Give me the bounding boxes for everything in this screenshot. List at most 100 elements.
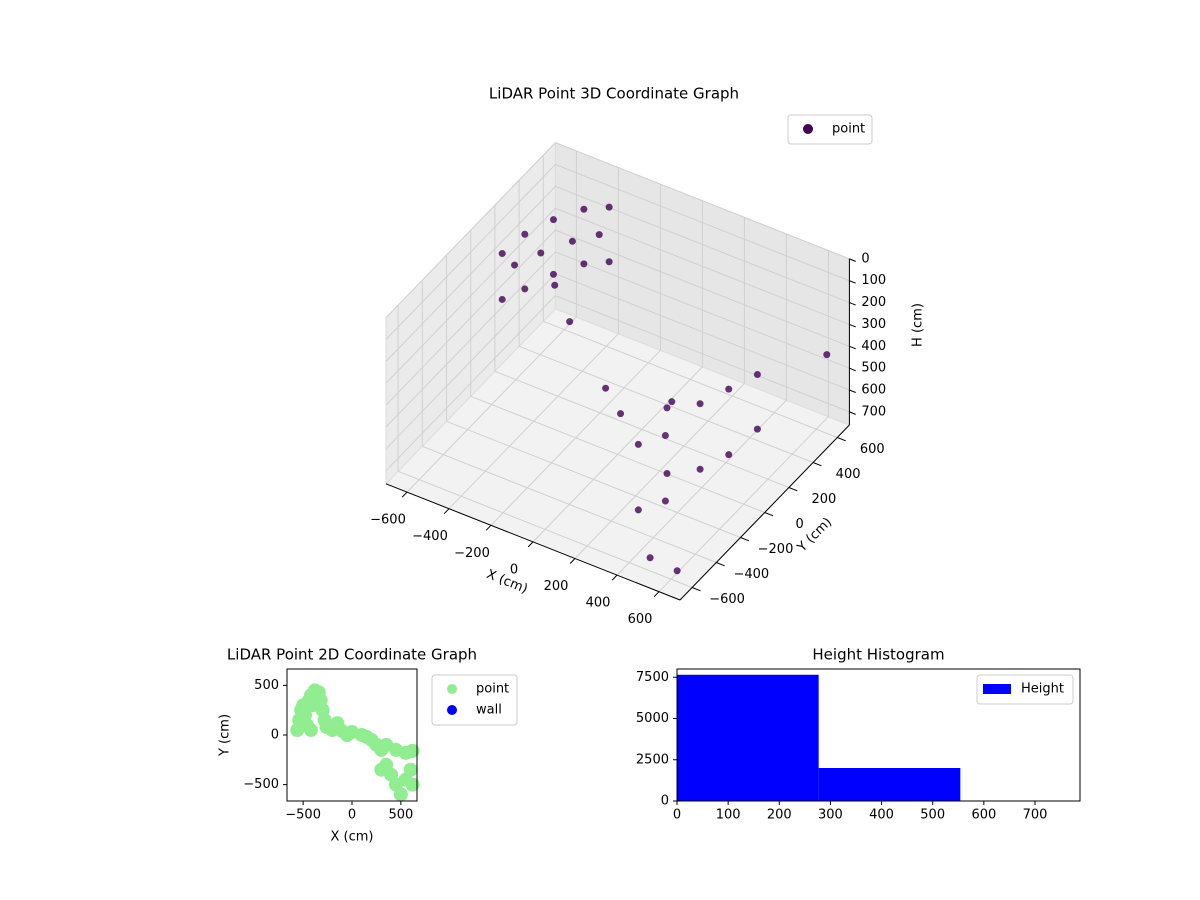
point [661, 431, 669, 439]
point [580, 205, 588, 213]
point [521, 285, 529, 293]
legend-label: point [832, 122, 865, 137]
x-tick-label: 400 [869, 808, 894, 823]
x-tick-label: 0 [673, 808, 681, 823]
x-tick-label: 300 [818, 808, 843, 823]
point [305, 698, 320, 713]
legend-box [976, 674, 1074, 705]
grid-line [385, 229, 556, 406]
z-tick-label: 500 [861, 361, 886, 376]
x-tick-mark [443, 508, 450, 515]
z-tick-label: 400 [861, 339, 886, 354]
y-tick-label: 0 [796, 517, 804, 532]
y-tick-mark [837, 437, 846, 442]
y-tick-label: −200 [758, 542, 794, 557]
point [663, 404, 671, 412]
point [403, 762, 418, 777]
y-tick-mark [691, 587, 701, 592]
grid-line [470, 395, 765, 513]
z-tick-mark [849, 323, 856, 328]
x-axis-line [385, 483, 681, 601]
grid-line [555, 295, 850, 413]
grid-line [555, 185, 850, 304]
x-tick-mark [611, 574, 618, 581]
point [498, 295, 506, 303]
point [498, 250, 506, 258]
point [668, 398, 676, 406]
grid-line [555, 273, 850, 391]
legend-label: wall [476, 703, 502, 718]
legend-marker [803, 124, 813, 134]
x-tick-mark [485, 524, 492, 531]
point [595, 231, 603, 239]
point [753, 370, 761, 378]
y-tick-label: 0 [661, 794, 669, 809]
grid-line [385, 207, 556, 384]
chart-title: LiDAR Point 2D Coordinate Graph [227, 646, 477, 664]
grid-line [397, 470, 693, 588]
z-tick-mark [849, 280, 856, 284]
legend-swatch [983, 684, 1011, 694]
point [634, 506, 642, 514]
point [405, 743, 420, 758]
point [661, 497, 669, 505]
point [330, 716, 345, 731]
x-tick-label: 600 [971, 808, 996, 823]
grid-line [385, 142, 556, 319]
grid-line [446, 420, 741, 538]
y-tick-mark [788, 487, 798, 492]
point [303, 723, 318, 738]
y-axis-label: Y (cm) [218, 714, 233, 757]
point [605, 258, 613, 266]
z-tick-mark [849, 345, 856, 350]
plot-frame [676, 668, 1081, 802]
z-tick-mark [849, 389, 856, 393]
point [663, 469, 671, 477]
x-tick-mark [527, 541, 534, 548]
y-axis-line [679, 424, 850, 601]
y-tick-mark [716, 562, 725, 567]
grid-line [385, 164, 556, 340]
y-tick-label: 200 [811, 492, 836, 507]
grid-line [555, 164, 850, 282]
point [340, 728, 355, 742]
point [753, 425, 761, 433]
x-tick-label: 200 [767, 808, 792, 823]
grid-line [543, 320, 838, 438]
x-tick-label: 0 [348, 808, 356, 823]
grid-line [555, 142, 850, 260]
z-tick-label: 700 [861, 404, 886, 419]
y-tick-mark [764, 512, 774, 517]
x-tick-label: −200 [454, 546, 490, 561]
legend-label: point [476, 682, 509, 697]
point [823, 351, 831, 359]
z-tick-label: 600 [861, 383, 886, 398]
histogram-bar [818, 768, 961, 801]
x-tick-label: 100 [716, 808, 741, 823]
x-tick-mark [401, 491, 408, 498]
z-tick-mark [849, 258, 856, 262]
x-tick-label: 500 [388, 808, 413, 823]
grid-line [385, 295, 556, 472]
y-tick-label: 600 [860, 442, 885, 457]
grid-line [555, 229, 850, 347]
grid-line [518, 345, 814, 463]
point [537, 249, 545, 257]
point [568, 237, 576, 245]
x-tick-label: 500 [920, 808, 945, 823]
y-tick-label: 400 [836, 467, 861, 482]
y-tick-label: −600 [709, 592, 745, 607]
y-tick-label: −400 [733, 567, 769, 582]
x-axis-label: X (cm) [331, 830, 374, 845]
x-tick-mark [569, 558, 576, 564]
x-tick-label: 600 [628, 612, 653, 627]
x-tick-label: 400 [586, 596, 611, 611]
y-tick-label: 5000 [636, 711, 669, 726]
x-tick-label: −600 [370, 513, 406, 528]
point [521, 230, 529, 238]
x-tick-label: 200 [544, 579, 569, 594]
grid-line [422, 445, 717, 563]
legend-label: Height [1021, 682, 1064, 697]
point [725, 385, 733, 393]
point [673, 567, 681, 575]
